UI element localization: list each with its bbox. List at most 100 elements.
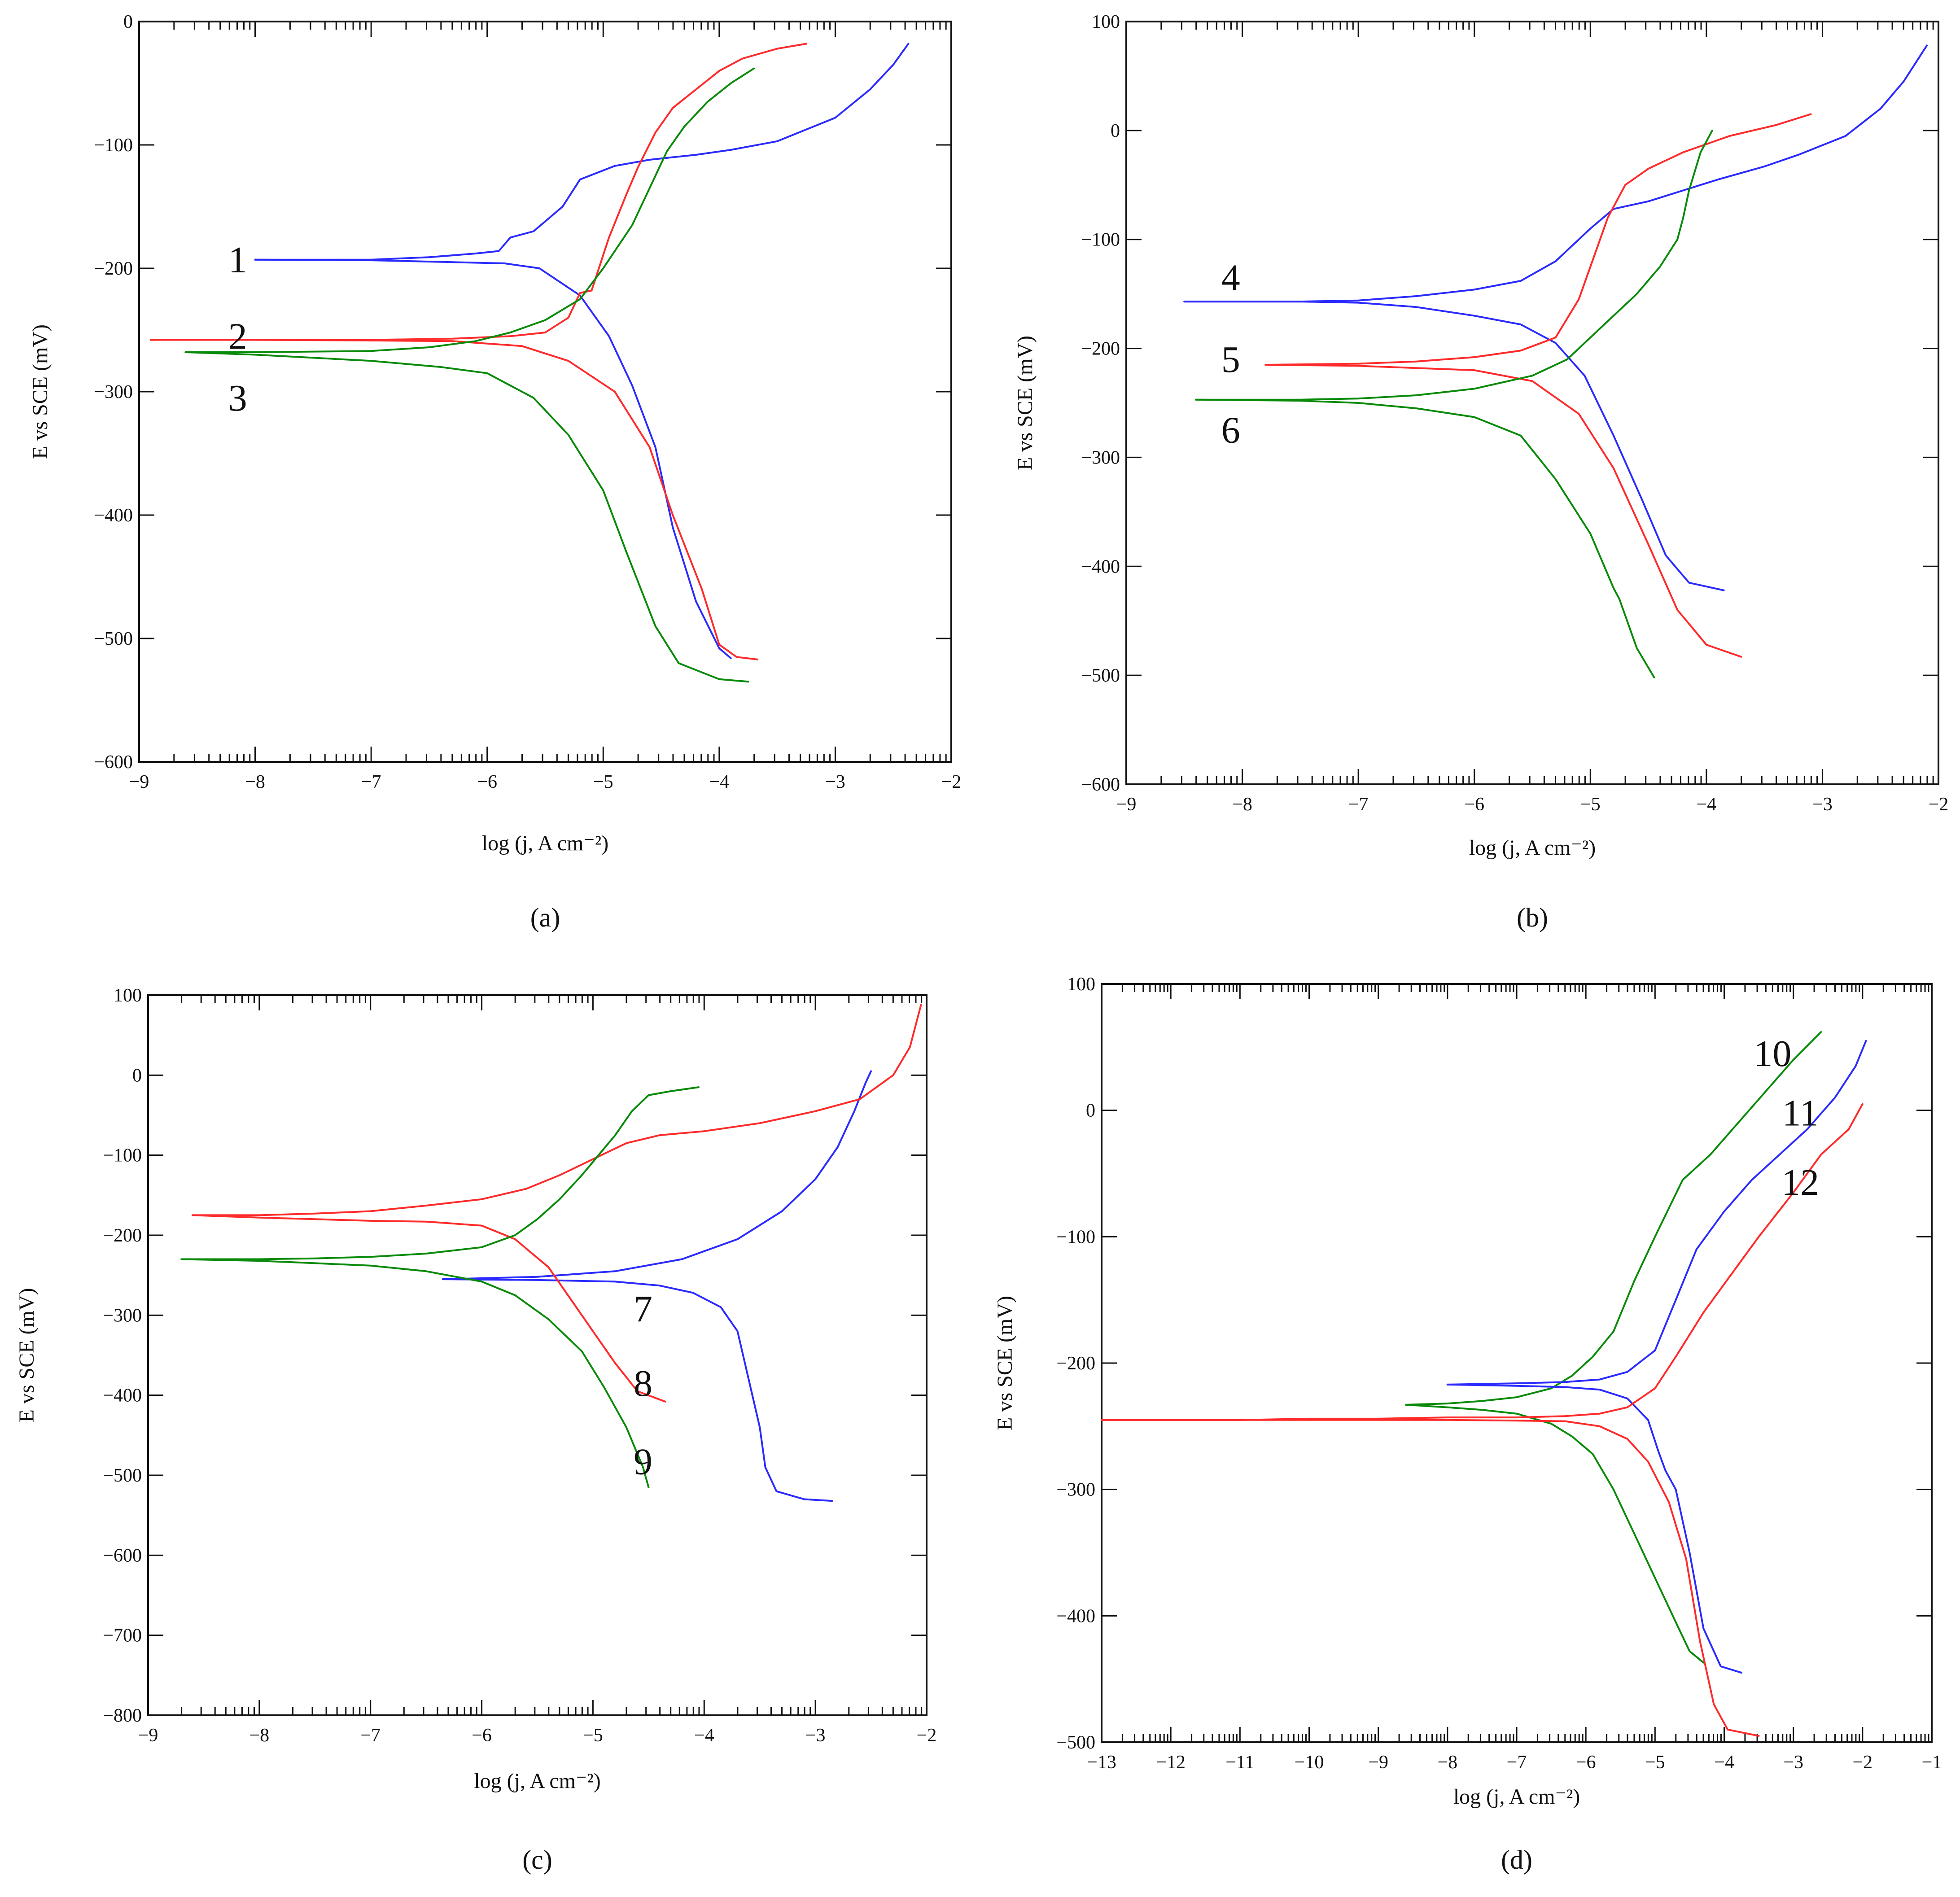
x-tick-label: −5 (1580, 794, 1601, 815)
curve-1-cathodic (254, 258, 732, 659)
plot-frame (138, 21, 952, 763)
y-tick-label: −500 (103, 1465, 142, 1486)
x-tick-label: −7 (360, 1725, 381, 1746)
curve-10-cathodic (1405, 1403, 1705, 1664)
tick-marks (147, 994, 928, 1716)
y-tick-label: −200 (1056, 1353, 1095, 1374)
x-tick-label: −6 (1576, 1752, 1596, 1773)
y-tick-label: −400 (1056, 1606, 1095, 1626)
curve-4-cathodic (1183, 301, 1725, 591)
curve-5-anodic (1264, 113, 1812, 366)
curve-3-cathodic (184, 351, 749, 683)
y-tick-label: −700 (103, 1626, 142, 1646)
x-tick-label: −2 (1852, 1752, 1872, 1773)
curve-9-cathodic (180, 1258, 650, 1488)
curve-label-2: 2 (228, 315, 247, 357)
panel-c: −9 −8 −7 −6 −5 −4 −3 −2 100 0 −100 −200 −300 −400 −50… (15, 985, 936, 1875)
x-axis-title: log (j, A cm⁻²) (482, 831, 608, 855)
x-tick-label: −3 (805, 1725, 826, 1746)
y-tick-label: −400 (94, 505, 133, 526)
x-tick-label: −8 (245, 772, 265, 792)
curve-label-12: 12 (1781, 1162, 1819, 1203)
x-tick-label: −9 (138, 1725, 158, 1746)
y-tick-label: −600 (1081, 774, 1120, 795)
x-tick-label: −5 (583, 1725, 603, 1746)
curve-label-8: 8 (634, 1363, 652, 1404)
curve-11-cathodic (1446, 1383, 1742, 1674)
curve-7-anodic (442, 1070, 872, 1281)
panel-d: −13 −12 −11 −10 −9 −8 −7 −6 −5 −4 −3 −2 −1 100 0 −100 −… (993, 974, 1942, 1875)
x-tick-label: −4 (1697, 794, 1717, 815)
x-tick-label: −6 (477, 772, 497, 792)
curve-labels: 7 8 9 (634, 1288, 652, 1483)
curve-8-anodic (192, 1004, 922, 1216)
curves (180, 1004, 922, 1502)
x-tick-label: −3 (1783, 1752, 1803, 1773)
curve-2-cathodic (149, 339, 759, 660)
curve-label-4: 4 (1221, 257, 1240, 299)
curve-5-cathodic (1264, 364, 1742, 658)
tick-marks-path (1101, 983, 1933, 1743)
panel-label: (d) (1501, 1845, 1532, 1875)
x-tick-label: −10 (1295, 1752, 1324, 1773)
x-tick-label: −5 (593, 772, 613, 792)
x-tick-labels: −13 −12 −11 −10 −9 −8 −7 −6 −5 −4 −3 −2 −1 (1087, 1752, 1942, 1773)
panel-a: −9 −8 −7 −6 −5 −4 −3 −2 0 −100 −200 −300 −400 −500 −6… (28, 12, 961, 932)
curve-12-anodic (1101, 1103, 1864, 1421)
x-tick-label: −2 (917, 1725, 937, 1746)
y-axis-title: E vs SCE (mV) (28, 324, 52, 459)
y-tick-label: −100 (1081, 230, 1120, 250)
y-tick-label: 100 (114, 985, 142, 1006)
curve-7-cathodic (442, 1278, 833, 1502)
x-tick-label: −2 (1929, 794, 1949, 815)
panel-label: (c) (522, 1845, 552, 1875)
x-axis-title: log (j, A cm⁻²) (474, 1769, 600, 1793)
x-tick-label: −9 (129, 772, 149, 792)
y-axis-title: E vs SCE (mV) (15, 1288, 39, 1423)
y-tick-label: −800 (103, 1705, 142, 1726)
curves (1101, 1031, 1867, 1737)
y-tick-label: 0 (123, 12, 133, 32)
curve-label-9: 9 (634, 1441, 652, 1483)
curve-label-6: 6 (1221, 410, 1240, 451)
x-tick-label: −11 (1225, 1752, 1254, 1773)
curve-label-1: 1 (228, 239, 247, 281)
y-tick-label: −200 (1081, 339, 1120, 359)
x-tick-label: −7 (1507, 1752, 1527, 1773)
x-tick-label: −2 (941, 772, 962, 792)
curve-label-3: 3 (228, 377, 247, 419)
curve-10-anodic (1405, 1031, 1822, 1406)
plot-frame (1101, 983, 1933, 1743)
y-tick-label: −600 (103, 1545, 142, 1566)
x-tick-label: −9 (1116, 794, 1137, 815)
x-tick-label: −7 (1348, 794, 1369, 815)
y-tick-labels: 100 0 −100 −200 −300 −400 −500 (1056, 974, 1095, 1753)
x-axis-title: log (j, A cm⁻²) (1469, 836, 1596, 860)
tick-marks (1101, 983, 1933, 1743)
curves (1183, 44, 1928, 678)
plot-frame (147, 994, 928, 1716)
x-tick-label: −3 (1812, 794, 1833, 815)
curve-label-10: 10 (1754, 1033, 1791, 1075)
y-tick-labels: 100 0 −100 −200 −300 −400 −500 −600 −700 −800 (103, 985, 142, 1726)
y-tick-label: −500 (94, 629, 133, 649)
y-axis-title: E vs SCE (mV) (993, 1296, 1017, 1430)
y-tick-label: −100 (94, 135, 133, 156)
tick-marks (138, 21, 952, 763)
tick-marks-path (147, 994, 928, 1716)
y-tick-label: −300 (1056, 1480, 1095, 1500)
y-tick-label: −300 (94, 382, 133, 402)
x-tick-label: −6 (1464, 794, 1484, 815)
x-tick-label: −6 (472, 1725, 492, 1746)
plot-frame (1125, 21, 1939, 785)
x-tick-label: −1 (1922, 1752, 1942, 1773)
y-tick-label: −100 (1056, 1227, 1095, 1247)
y-tick-label: 100 (1092, 12, 1120, 32)
curve-11-anodic (1446, 1040, 1867, 1386)
x-tick-label: −12 (1156, 1752, 1186, 1773)
y-tick-label: −200 (94, 258, 133, 279)
x-tick-label: −9 (1368, 1752, 1388, 1773)
panel-b: −9 −8 −7 −6 −5 −4 −3 −2 100 0 −100 −200 −300 −400 −50… (1013, 12, 1948, 932)
curve-label-11: 11 (1782, 1092, 1819, 1134)
